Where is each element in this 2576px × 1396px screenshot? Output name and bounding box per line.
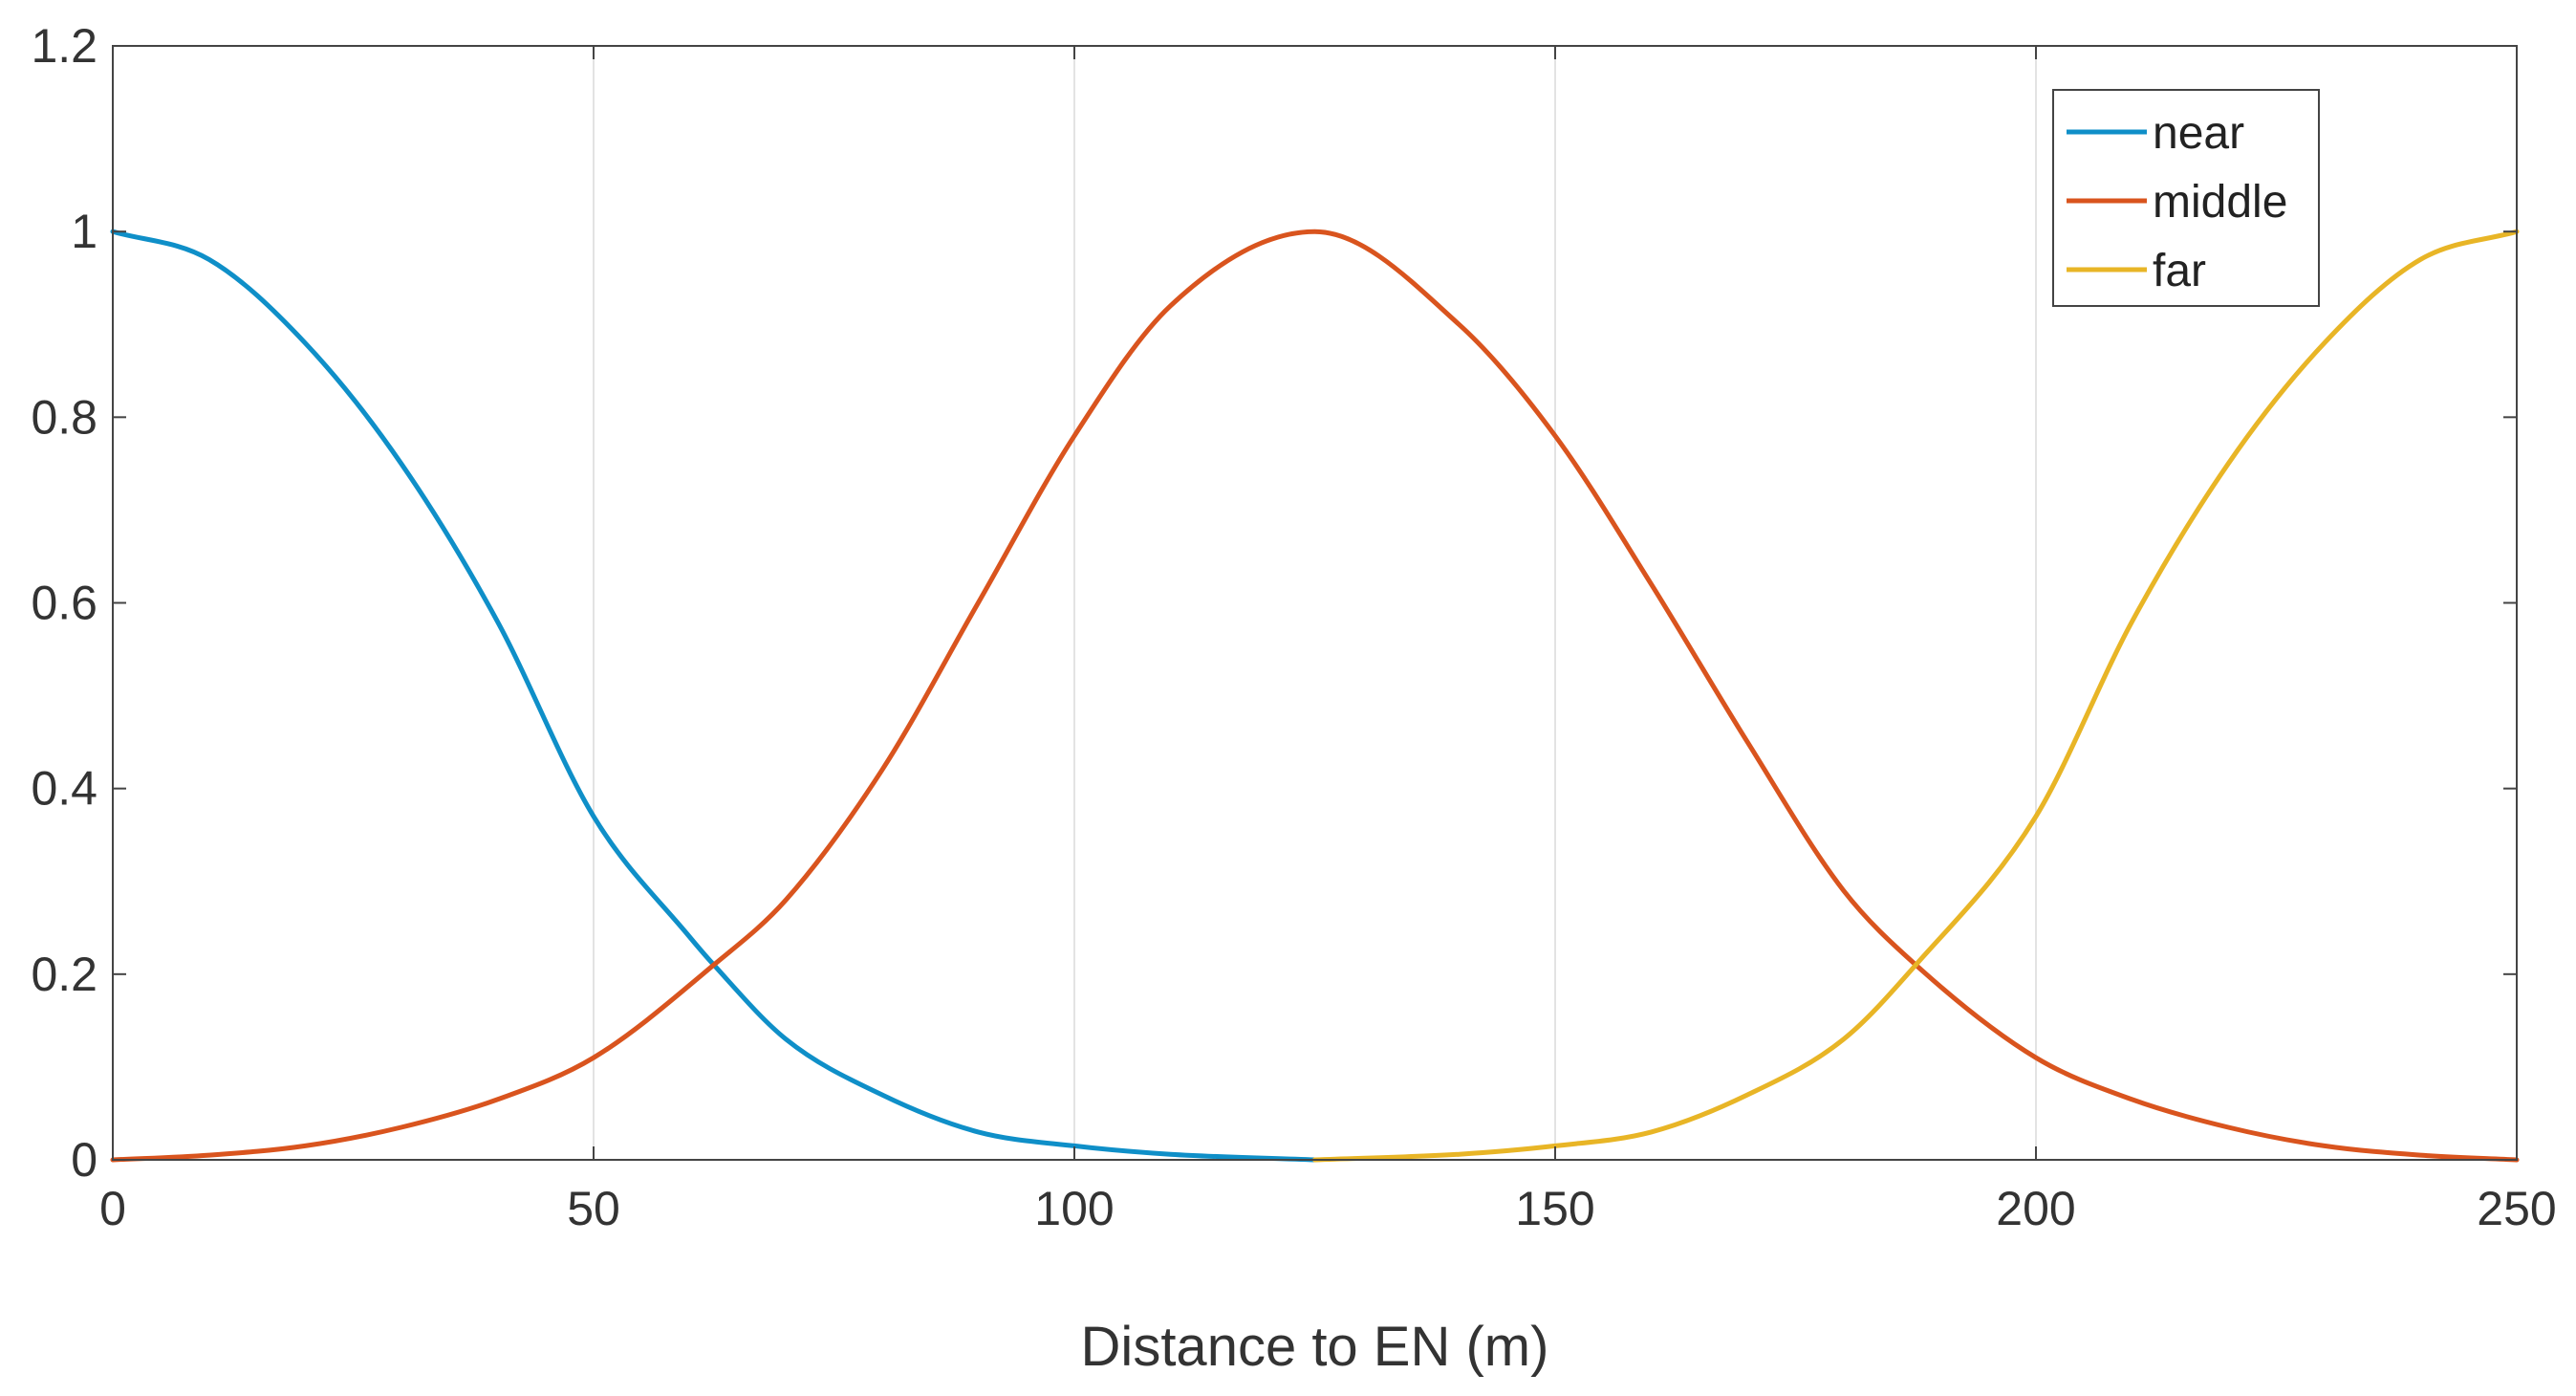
x-tick-label: 200 xyxy=(1996,1182,2075,1235)
y-tick-label: 0.6 xyxy=(31,577,97,630)
y-tick-label: 1 xyxy=(71,205,97,258)
x-tick-label: 250 xyxy=(2477,1182,2556,1235)
series-line-near xyxy=(110,229,1317,1163)
legend: near middle far xyxy=(2052,89,2320,307)
legend-label: middle xyxy=(2153,177,2287,228)
series-line-middle xyxy=(110,229,2520,1163)
x-tick-label: 100 xyxy=(1034,1182,1114,1235)
x-tick-label: 0 xyxy=(99,1182,126,1235)
x-axis: 0 50 100 150 200 250 xyxy=(99,46,2557,1235)
legend-label: far xyxy=(2153,246,2206,296)
y-tick-label: 0.2 xyxy=(31,948,97,1001)
y-tick-label: 1.2 xyxy=(31,19,97,73)
y-axis: 0 0.2 0.4 0.6 0.8 1 1.2 xyxy=(31,19,2517,1187)
x-tick-label: 50 xyxy=(567,1182,620,1235)
legend-label: near xyxy=(2153,108,2244,159)
y-tick-label: 0.8 xyxy=(31,390,97,444)
series-line-far xyxy=(1312,229,2520,1163)
series-lines xyxy=(110,229,2520,1163)
y-tick-label: 0 xyxy=(71,1133,97,1187)
grid-lines xyxy=(593,46,2037,1160)
y-tick-label: 0.4 xyxy=(31,762,97,816)
x-axis-title: Distance to EN (m) xyxy=(1081,1316,1549,1378)
x-tick-label: 150 xyxy=(1515,1182,1594,1235)
